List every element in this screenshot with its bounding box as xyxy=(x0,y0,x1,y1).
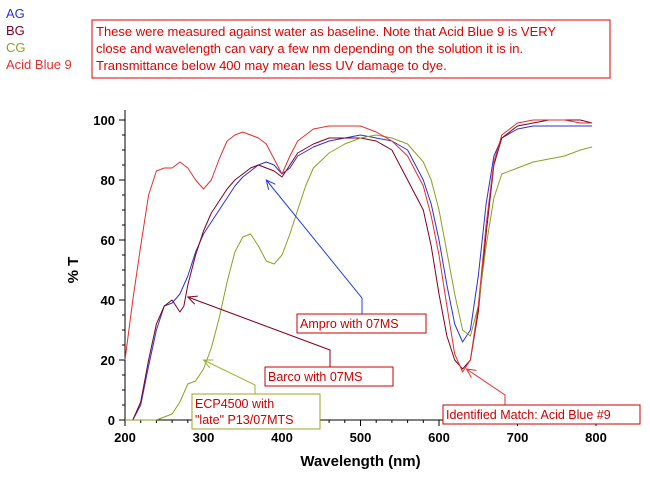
x-tick-label: 300 xyxy=(193,430,215,445)
series-layer xyxy=(124,119,593,421)
y-tick-label: 100 xyxy=(93,113,115,128)
annotation-text-0-0: Ampro with 07MS xyxy=(300,317,399,331)
legend-entry-1: BG xyxy=(6,23,25,38)
annotation-text-2-0: ECP4500 with xyxy=(195,397,274,411)
y-tick-label: 20 xyxy=(101,353,115,368)
annotation-arrow-0 xyxy=(265,179,363,314)
annotation-box-3 xyxy=(442,404,641,425)
legend-entry-3: Acid Blue 9 xyxy=(6,57,72,72)
annotation-arrow-3 xyxy=(466,368,506,405)
annotations: Ampro with 07MS Barco with 07MS ECP4500 wi… xyxy=(186,179,641,430)
legend-entry-0: AG xyxy=(6,6,25,21)
y-tick-label: 0 xyxy=(108,413,115,428)
series-line-3 xyxy=(124,119,593,373)
x-tick-label: 600 xyxy=(428,430,450,445)
axes: 200 300 400 500 600 700 800 0 20 40 60 80 100 Wavelen… xyxy=(65,110,607,470)
annotation-text-1-0: Barco with 07MS xyxy=(268,370,362,384)
y-tick-label: 40 xyxy=(101,293,115,308)
note-line-1: close and wavelength can vary a few nm d… xyxy=(96,41,523,56)
measurement-note: These were measured against water as bas… xyxy=(91,19,611,79)
annotation-arrowhead-3 xyxy=(465,368,477,378)
x-axis-label: Wavelength (nm) xyxy=(300,453,420,470)
series-line-2 xyxy=(125,134,593,421)
annotation-arrow-2 xyxy=(203,359,256,394)
y-axis-label: % T xyxy=(65,257,82,284)
x-tick-label: 400 xyxy=(271,430,293,445)
note-box xyxy=(91,19,611,79)
x-tick-label: 500 xyxy=(350,430,372,445)
legend-entry-2: CG xyxy=(6,40,26,55)
annotation-text-3-0: Identified Match: Acid Blue #9 xyxy=(446,408,611,422)
annotation-arrow-1 xyxy=(187,296,331,367)
annotation-arrowhead-0 xyxy=(265,179,276,190)
legend: AG BG CG Acid Blue 9 xyxy=(6,6,72,72)
annotation-arrowhead-1 xyxy=(186,295,198,305)
x-tick-label: 700 xyxy=(507,430,529,445)
annotation-box-0 xyxy=(296,313,427,334)
annotation-box-2 xyxy=(191,393,321,430)
note-line-2: Transmittance below 400 may mean less UV… xyxy=(96,58,447,73)
annotation-arrowhead-2 xyxy=(202,359,214,369)
series-line-1 xyxy=(125,119,593,421)
series-line-0 xyxy=(125,125,593,421)
x-tick-label: 800 xyxy=(585,430,607,445)
y-tick-label: 60 xyxy=(101,233,115,248)
note-line-0: These were measured against water as bas… xyxy=(96,24,556,39)
y-tick-label: 80 xyxy=(101,173,115,188)
annotation-box-1 xyxy=(264,366,394,387)
annotation-text-2-1: "late" P13/07MTS xyxy=(195,413,294,427)
x-tick-label: 200 xyxy=(114,430,136,445)
